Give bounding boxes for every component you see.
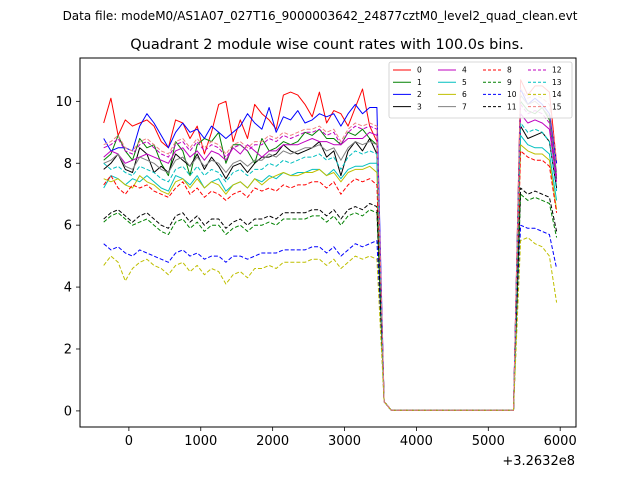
legend-label-8: 8	[507, 66, 512, 75]
legend-label-10: 10	[507, 90, 517, 99]
legend-label-12: 12	[552, 66, 562, 75]
series-line-0	[103, 79, 558, 411]
y-tick-label: 4	[64, 281, 72, 296]
series-line-11	[103, 187, 558, 411]
series-line-9	[103, 193, 558, 411]
legend-label-4: 4	[462, 66, 467, 75]
series-line-3	[103, 125, 558, 411]
x-tick-label: 0	[125, 434, 133, 449]
series-line-15	[103, 88, 558, 411]
series-line-7	[103, 94, 558, 411]
x-tick-label: 2000	[256, 434, 289, 449]
y-tick-label: 8	[64, 157, 72, 172]
legend-label-1: 1	[417, 78, 422, 87]
x-tick-label: 6000	[544, 434, 577, 449]
y-tick-label: 6	[64, 219, 72, 234]
series-line-10	[103, 224, 558, 411]
legend-label-3: 3	[417, 102, 422, 111]
legend-label-9: 9	[507, 78, 512, 87]
legend-label-11: 11	[507, 102, 517, 111]
y-axis: 0 2 4 6 8 10	[55, 95, 80, 419]
series-line-14	[103, 237, 558, 411]
legend-label-5: 5	[462, 78, 467, 87]
x-axis: 0 1000 2000 3000 4000 5000 6000	[125, 427, 577, 449]
legend-label-13: 13	[552, 78, 562, 87]
y-tick-label: 0	[64, 404, 72, 419]
axes-frame	[79, 57, 577, 428]
legend-box	[388, 61, 573, 119]
y-tick-label: 2	[64, 342, 72, 357]
chart-suptitle: Data file: modeM0/AS1A07_027T16_90000036…	[63, 9, 578, 23]
legend-label-7: 7	[462, 102, 467, 111]
x-tick-label: 3000	[328, 434, 361, 449]
legend-label-14: 14	[552, 90, 562, 99]
x-tick-label: 4000	[400, 434, 433, 449]
x-tick-label: 1000	[184, 434, 217, 449]
x-tick-label: 5000	[472, 434, 505, 449]
legend-label-6: 6	[462, 90, 467, 99]
series-line-12	[103, 103, 558, 411]
x-offset-label: +3.2632e8	[502, 454, 575, 469]
series-group	[103, 79, 558, 411]
legend-label-0: 0	[417, 66, 422, 75]
legend-label-2: 2	[417, 90, 422, 99]
y-tick-label: 10	[55, 95, 72, 110]
chart-title: Quadrant 2 module wise count rates with …	[130, 37, 524, 53]
series-line-8	[103, 150, 558, 411]
legend-label-15: 15	[552, 102, 562, 111]
